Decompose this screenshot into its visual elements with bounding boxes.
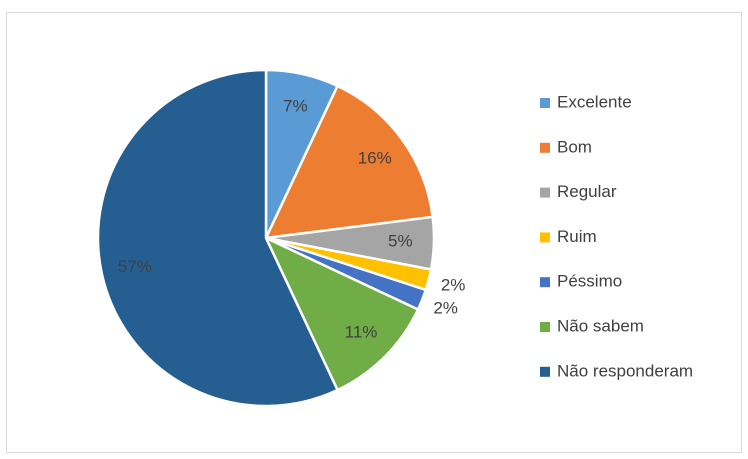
legend-swatch <box>540 142 550 153</box>
legend-label: Não responderam <box>557 361 693 380</box>
legend-label: Ruim <box>557 227 597 246</box>
legend-label: Regular <box>557 182 617 201</box>
legend-swatch <box>540 187 550 198</box>
data-label: 16% <box>358 148 392 167</box>
legend-label: Não sabem <box>557 316 644 335</box>
legend-swatch <box>540 366 550 377</box>
legend-label: Excelente <box>557 92 632 111</box>
legend-label: Péssimo <box>557 272 622 291</box>
legend-swatch <box>540 277 550 288</box>
data-label: 7% <box>283 96 308 115</box>
data-label: 5% <box>388 232 413 251</box>
data-label: 2% <box>433 299 458 318</box>
data-label: 57% <box>118 257 152 276</box>
data-label: 11% <box>345 323 378 342</box>
pie-slice <box>96 68 340 408</box>
legend-swatch <box>540 232 550 243</box>
pie-slice <box>263 84 435 240</box>
pie-slice <box>263 235 420 392</box>
legend-swatch <box>540 322 550 332</box>
legend-swatch <box>540 98 550 108</box>
legend-label: Bom <box>557 137 592 156</box>
data-label: 2% <box>441 276 466 295</box>
